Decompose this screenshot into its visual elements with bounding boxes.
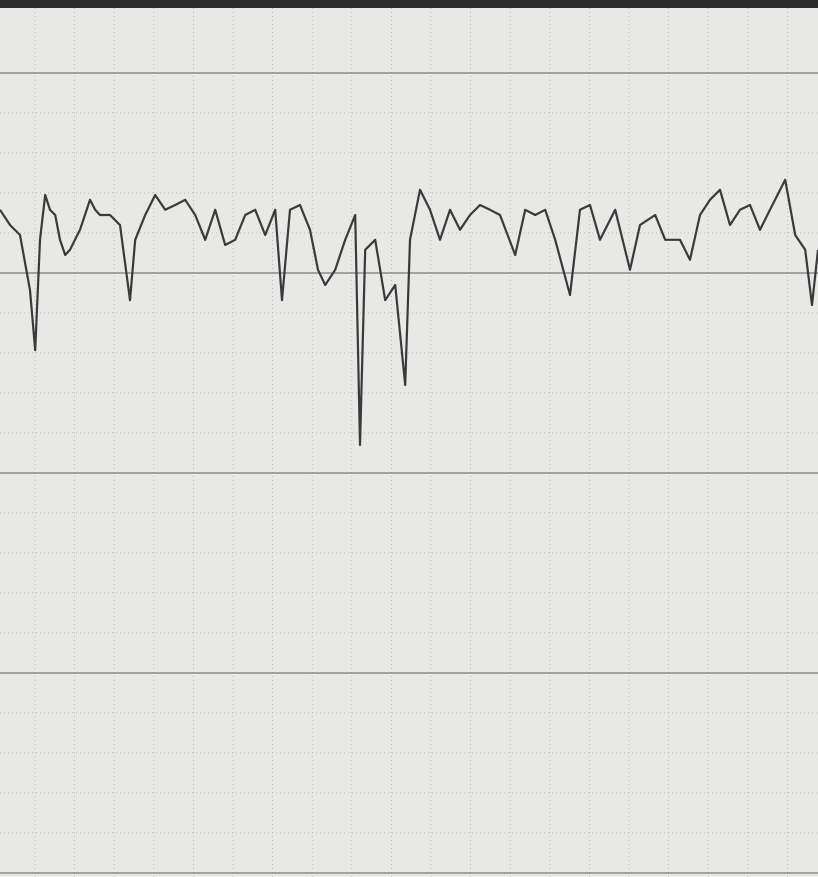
trace [0,178,818,447]
top-edge [0,0,818,8]
